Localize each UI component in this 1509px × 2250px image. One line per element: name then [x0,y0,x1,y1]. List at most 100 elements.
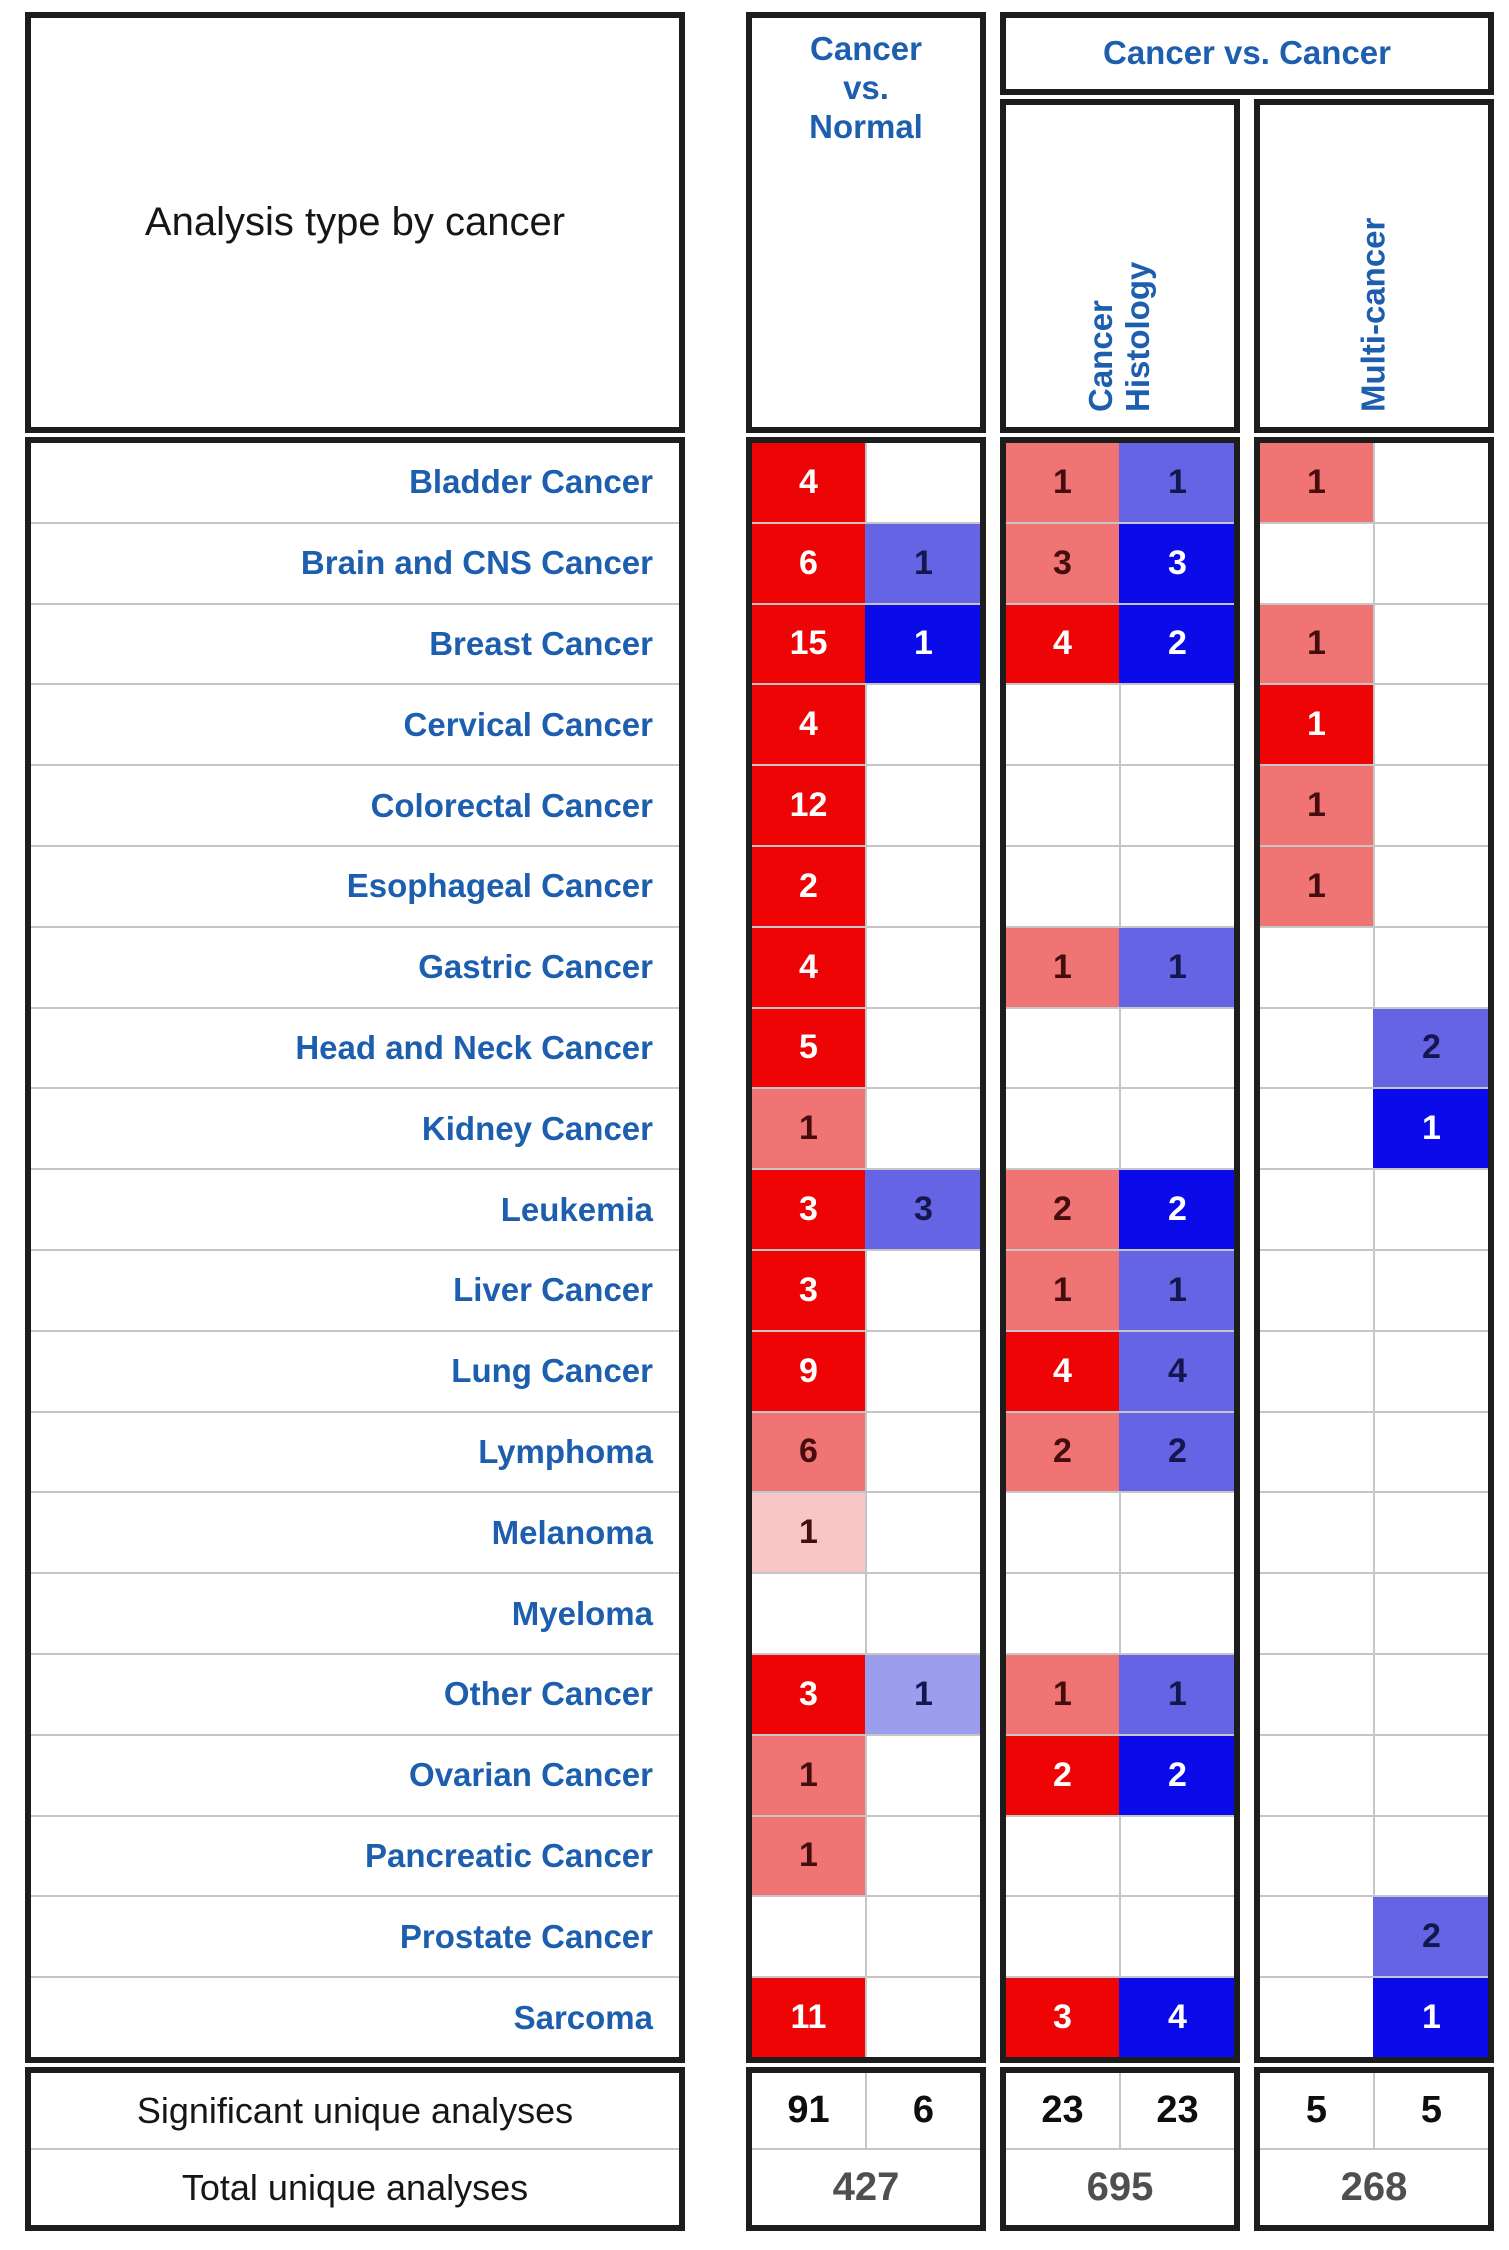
significant-count-cvn-over: 91 [787,2089,830,2131]
grid-row [1260,1410,1488,1492]
heatmap-cell: 5 [752,1008,865,1088]
heatmap-cell: 6 [752,523,865,603]
heatmap-cell [1119,1574,1234,1653]
multi-cancer-header: Multi-cancer [1254,99,1494,433]
cancer-type-label: Leukemia [31,1168,679,1249]
significant-analyses-label: Significant unique analyses [136,2089,574,2131]
total-count-mc: 268 [1260,2148,1488,2225]
heatmap-cell [1373,1654,1488,1734]
grid-row [1260,1733,1488,1815]
heatmap-cell: 1 [1119,927,1234,1007]
grid-row: 1 [1260,764,1488,845]
significant-counts-row: 5 5 [1260,2073,1488,2148]
heatmap-cell: 1 [1260,846,1373,926]
heatmap-cell [865,1089,980,1169]
significant-count-ch-over: 23 [1041,2089,1084,2131]
cancer-type-label: Head and Neck Cancer [31,1006,679,1088]
cancer-type-label: Colorectal Cancer [31,764,679,845]
cancer-vs-cancer-label: Cancer vs. Cancer [1103,34,1391,72]
grid-row: 5 [752,1006,980,1088]
heatmap-cell: 1 [1260,685,1373,765]
heatmap-cell: 3 [752,1654,865,1734]
heatmap-cell [1119,1816,1234,1896]
cancer-histology-header: Cancer Histology [1000,99,1240,433]
grid-row [1260,1652,1488,1734]
cancer-type-label: Cervical Cancer [31,683,679,764]
heatmap-cell [1373,685,1488,765]
heatmap-cell: 2 [1119,1170,1234,1249]
grid-row [1006,764,1234,845]
heatmap-cell: 1 [1373,1978,1488,2057]
grid-row: 9 [752,1329,980,1411]
heatmap-cell [1260,1089,1373,1168]
grid-row [752,1895,980,1977]
heatmap-cell [1373,766,1488,845]
heatmap-cell: 2 [1373,1008,1488,1088]
heatmap-cell [1260,1251,1373,1330]
heatmap-cell [1373,1250,1488,1330]
cancer-type-label: Kidney Cancer [31,1087,679,1168]
heatmap-cell: 4 [1006,1331,1119,1411]
grid-row [1006,1006,1234,1088]
heatmap-cell: 1 [865,1654,980,1734]
cancer-vs-normal-label: Cancer vs. Normal [809,30,923,145]
heatmap-cell: 1 [1260,766,1373,845]
heatmap-cell: 2 [1006,1735,1119,1815]
total-count-cvn: 427 [752,2148,980,2225]
grid-row [1006,683,1234,765]
heatmap-cell [1260,1413,1373,1492]
heatmap-cell [1006,766,1119,845]
grid-row [1006,1087,1234,1169]
multi-cancer-footer: 5 5 268 [1254,2067,1494,2231]
heatmap-cell [1260,1170,1373,1249]
heatmap-cell [1260,1736,1373,1815]
heatmap-cell [865,1735,980,1815]
heatmap-cell [1260,1978,1373,2057]
heatmap-cell [1373,1816,1488,1896]
grid-row [1260,1491,1488,1573]
grid-row [1260,1248,1488,1330]
significant-count-mc-over: 5 [1305,2089,1328,2131]
heatmap-cell [1373,1170,1488,1249]
grid-row [752,1572,980,1653]
heatmap-cell: 1 [865,523,980,603]
heatmap-cell: 1 [752,1089,865,1169]
grid-row: 4 [752,925,980,1007]
heatmap-cell: 1 [1006,927,1119,1007]
significant-counts-row: 91 6 [752,2073,980,2148]
heatmap-cell: 2 [1119,1412,1234,1492]
total-count-ch: 695 [1006,2148,1234,2225]
heatmap-cell [1373,1331,1488,1411]
cancer-type-label: Pancreatic Cancer [31,1814,679,1896]
heatmap-cell [1006,1089,1119,1168]
grid-row: 4 [752,443,980,522]
heatmap-cell [1373,1412,1488,1492]
heatmap-cell: 1 [1006,1250,1119,1330]
heatmap-cell [865,1331,980,1411]
heatmap-cell: 3 [1006,523,1119,603]
heatmap-cell [1373,1735,1488,1815]
cancer-type-labels: Bladder Cancer Brain and CNS Cancer Breast… [25,437,685,2063]
heatmap-cell [1260,1817,1373,1896]
page-title: Analysis type by cancer [144,200,566,244]
grid-row [1006,1895,1234,1977]
grid-row: 11 [752,1976,980,2057]
heatmap-cell [1373,1574,1488,1653]
heatmap-cell: 2 [1119,1735,1234,1815]
grid-row: 15 1 [752,602,980,684]
multi-cancer-label: Multi-cancer [1354,217,1392,412]
heatmap-cell [1119,1897,1234,1977]
heatmap-cell [865,1250,980,1330]
heatmap-cell: 15 [752,604,865,684]
heatmap-cell [1260,1332,1373,1411]
heatmap-cell [752,1574,865,1653]
cancer-type-label: Breast Cancer [31,602,679,684]
